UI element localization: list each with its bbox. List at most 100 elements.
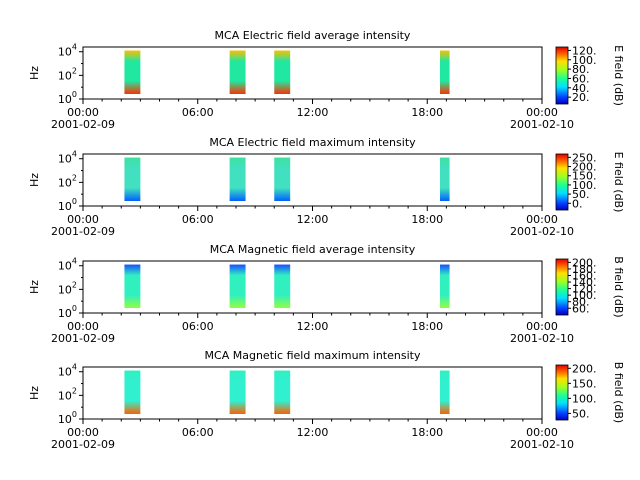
- colorbar: [555, 46, 569, 105]
- y-tick-label: 102: [58, 173, 77, 189]
- x-tick-label: 06:00: [182, 320, 214, 333]
- data-block: [274, 370, 291, 414]
- data-block: [274, 50, 291, 94]
- plot-area: [82, 46, 543, 100]
- y-axis-label: Hz: [28, 386, 41, 400]
- colorbar: [555, 364, 569, 421]
- x-tick-label: 12:00: [297, 106, 329, 119]
- x-tick-label: 18:00: [411, 213, 443, 226]
- x-tick-label: 06:00: [182, 426, 214, 439]
- data-block: [274, 264, 291, 308]
- x-date-label: 2001-02-10: [510, 332, 574, 345]
- data-block: [229, 157, 246, 201]
- data-block: [229, 264, 246, 308]
- x-date-label: 2001-02-10: [510, 225, 574, 238]
- y-tick-label: 100: [58, 197, 77, 213]
- x-tick-label: 12:00: [297, 213, 329, 226]
- x-date-label: 2001-02-09: [51, 332, 115, 345]
- y-axis-label: Hz: [28, 173, 41, 187]
- colorbar-tick-label: 250.: [572, 151, 597, 164]
- colorbar-tick-label: 40.: [572, 82, 590, 95]
- colorbar-tick-label: 160.: [572, 269, 597, 282]
- y-tick-label: 100: [58, 90, 77, 106]
- colorbar-tick-label: 150.: [572, 377, 597, 390]
- x-date-label: 2001-02-09: [51, 438, 115, 451]
- x-tick-label: 00:00: [67, 106, 99, 119]
- data-block: [229, 370, 246, 414]
- x-tick-label: 00:00: [526, 320, 558, 333]
- plot-area: [82, 153, 543, 207]
- colorbar-tick-label: 50.: [572, 188, 590, 201]
- colorbar-tick-label: 100.: [572, 289, 597, 302]
- data-block: [440, 157, 450, 201]
- colorbar-tick-label: 80.: [572, 296, 590, 309]
- colorbar-tick-label: 50.: [572, 407, 590, 420]
- y-tick-label: 102: [58, 66, 77, 82]
- plot-area: [82, 260, 543, 314]
- y-tick-label: 104: [58, 363, 77, 379]
- chart-title: MCA Magnetic field maximum intensity: [205, 349, 421, 362]
- colorbar-tick-label: 100.: [572, 179, 597, 192]
- data-block: [124, 370, 141, 414]
- data-block: [274, 157, 291, 201]
- x-tick-label: 18:00: [411, 320, 443, 333]
- data-block: [124, 157, 141, 201]
- x-date-label: 2001-02-09: [51, 225, 115, 238]
- colorbar-label: B field (dB): [612, 362, 625, 423]
- data-block: [229, 50, 246, 94]
- colorbar-tick-label: 20.: [572, 91, 590, 104]
- colorbar-tick-label: 180.: [572, 263, 597, 276]
- colorbar-label: E field (dB): [612, 152, 625, 213]
- colorbar-tick-label: 100.: [572, 54, 597, 67]
- chart-panel: MCA Magnetic field average intensity 100 1…: [28, 243, 625, 345]
- x-tick-label: 00:00: [67, 213, 99, 226]
- x-date-label: 2001-02-10: [510, 118, 574, 131]
- y-tick-label: 100: [58, 304, 77, 320]
- colorbar-label: B field (dB): [612, 256, 625, 317]
- colorbar-tick-label: 200.: [572, 362, 597, 375]
- chart-title: MCA Electric field maximum intensity: [209, 136, 416, 149]
- colorbar-tick-label: 0.: [572, 197, 583, 210]
- colorbar-tick-label: 100.: [572, 392, 597, 405]
- y-tick-label: 104: [58, 43, 77, 59]
- x-tick-label: 00:00: [67, 426, 99, 439]
- chart-panel: MCA Electric field average intensity 100 1…: [28, 29, 625, 131]
- data-block: [124, 264, 141, 308]
- colorbar-tick-label: 140.: [572, 276, 597, 289]
- chart-panel: MCA Magnetic field maximum intensity 100 1…: [28, 349, 625, 451]
- colorbar: [555, 153, 569, 211]
- data-block: [440, 50, 450, 94]
- data-block: [440, 370, 450, 414]
- y-tick-label: 100: [58, 410, 77, 426]
- colorbar-tick-label: 120.: [572, 44, 597, 57]
- x-date-label: 2001-02-09: [51, 118, 115, 131]
- colorbar-tick-label: 150.: [572, 170, 597, 183]
- colorbar-tick-label: 60.: [572, 72, 590, 85]
- x-tick-label: 06:00: [182, 106, 214, 119]
- chart-title: MCA Magnetic field average intensity: [210, 243, 416, 256]
- chart-title: MCA Electric field average intensity: [215, 29, 411, 42]
- x-tick-label: 00:00: [526, 426, 558, 439]
- x-date-label: 2001-02-10: [510, 438, 574, 451]
- colorbar-tick-label: 200.: [572, 256, 597, 269]
- chart-panel: MCA Electric field maximum intensity 100 1…: [28, 136, 625, 238]
- colorbar-tick-label: 120.: [572, 283, 597, 296]
- x-tick-label: 00:00: [526, 106, 558, 119]
- y-tick-label: 102: [58, 386, 77, 402]
- x-tick-label: 00:00: [67, 320, 99, 333]
- x-tick-label: 18:00: [411, 106, 443, 119]
- colorbar: [555, 258, 569, 316]
- data-block: [124, 50, 141, 94]
- plot-area: [82, 366, 543, 420]
- x-tick-label: 00:00: [526, 213, 558, 226]
- colorbar-label: E field (dB): [612, 45, 625, 106]
- colorbar-tick-label: 60.: [572, 302, 590, 315]
- y-axis-label: Hz: [28, 66, 41, 80]
- data-block: [440, 264, 450, 308]
- x-tick-label: 06:00: [182, 213, 214, 226]
- y-tick-label: 104: [58, 257, 77, 273]
- x-tick-label: 18:00: [411, 426, 443, 439]
- y-tick-label: 104: [58, 150, 77, 166]
- y-tick-label: 102: [58, 280, 77, 296]
